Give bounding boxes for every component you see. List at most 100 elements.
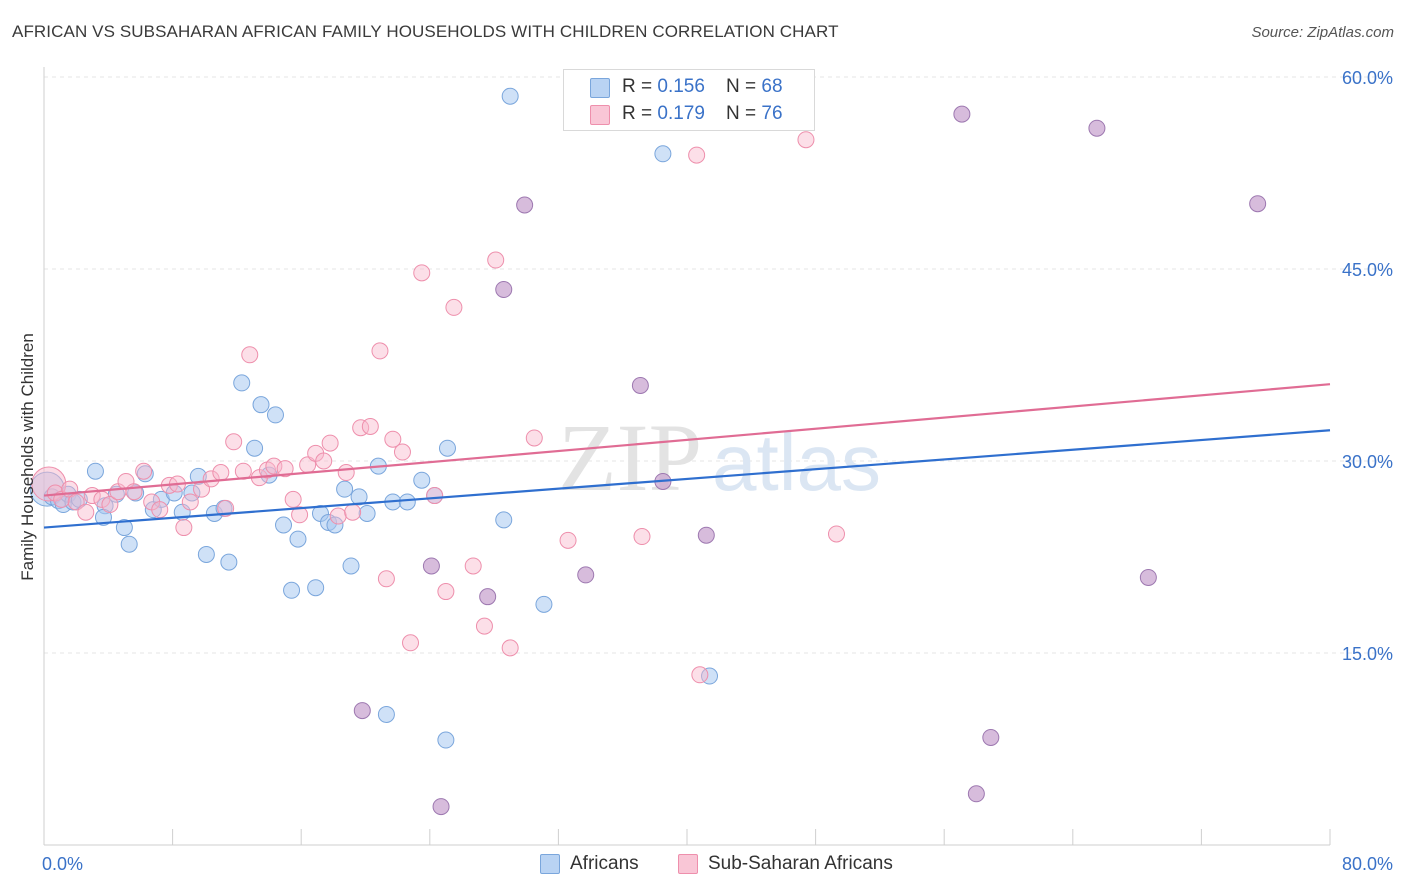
point-subsaharan: [413, 264, 431, 282]
subsaharan-swatch-icon: [590, 105, 610, 125]
series-legend: Africans Sub-Saharan Africans: [0, 851, 1406, 879]
point-africans: [358, 504, 376, 522]
stats-legend: R = 0.156 N = 68 R = 0.179 N = 76: [563, 69, 815, 131]
x-tick-label-min: 0.0%: [42, 854, 83, 874]
point-africans: [120, 535, 138, 553]
point-subsaharan: [315, 452, 333, 470]
trend-line-subsaharan: [43, 383, 1331, 497]
trend-line-africans: [43, 429, 1331, 529]
data-points: [29, 87, 1267, 816]
point-africans: [246, 439, 264, 457]
point-subsaharan: [426, 487, 444, 505]
y-axis-label: Family Households with Children: [18, 333, 37, 581]
point-africans: [437, 731, 455, 749]
point-subsaharan: [291, 506, 309, 524]
n-label: N =: [726, 76, 762, 97]
tick-labels: 15.0% 30.0% 45.0% 60.0% 0.0% 80.0%: [42, 68, 1393, 874]
point-subsaharan: [559, 531, 577, 549]
point-overlap: [697, 526, 715, 544]
point-africans: [350, 488, 368, 506]
point-subsaharan: [241, 346, 259, 364]
point-subsaharan: [217, 499, 235, 517]
point-africans: [136, 465, 154, 483]
point-africans: [289, 530, 307, 548]
r-label: R =: [622, 103, 658, 124]
y-tick-label: 60.0%: [1342, 68, 1393, 88]
point-overlap: [982, 728, 1000, 746]
n-value-africans: 68: [761, 76, 783, 97]
point-subsaharan: [445, 298, 463, 316]
grid-lines: [44, 76, 1395, 654]
point-africans: [275, 516, 293, 534]
point-africans: [307, 579, 325, 597]
point-subsaharan: [265, 457, 283, 475]
point-subsaharan: [101, 496, 119, 514]
point-africans: [438, 439, 456, 457]
point-subsaharan: [487, 251, 505, 269]
r-label: R =: [622, 76, 658, 97]
point-africans: [266, 406, 284, 424]
point-subsaharan: [212, 464, 230, 482]
point-africans: [283, 581, 301, 599]
point-subsaharan: [475, 617, 493, 635]
point-subsaharan: [181, 493, 199, 511]
point-subsaharan: [225, 433, 243, 451]
point-subsaharan: [151, 501, 169, 519]
point-africans: [495, 511, 513, 529]
point-africans: [252, 396, 270, 414]
point-africans: [197, 545, 215, 563]
r-value-subsaharan: 0.179: [657, 103, 705, 124]
point-subsaharan: [337, 464, 355, 482]
point-subsaharan: [384, 430, 402, 448]
point-africans: [336, 480, 354, 498]
point-africans: [377, 705, 395, 723]
stats-row-subsaharan: R = 0.179 N = 76: [564, 101, 812, 127]
watermark-zip: ZIP: [558, 404, 702, 511]
point-subsaharan: [393, 443, 411, 461]
point-overlap: [631, 376, 649, 394]
y-tick-label: 30.0%: [1342, 452, 1393, 472]
point-africans: [220, 553, 238, 571]
point-africans: [398, 493, 416, 511]
axes: [43, 67, 1331, 846]
point-subsaharan: [329, 507, 347, 525]
point-subsaharan: [688, 146, 706, 164]
point-subsaharan: [691, 666, 709, 684]
point-africans: [326, 516, 344, 534]
point-overlap: [353, 702, 371, 720]
africans-legend-icon: [540, 854, 560, 874]
point-africans: [342, 557, 360, 575]
point-africans: [654, 145, 672, 163]
point-overlap: [577, 566, 595, 584]
legend-label-africans: Africans: [570, 853, 639, 874]
point-overlap: [495, 280, 513, 298]
point-subsaharan: [135, 462, 153, 480]
n-value-subsaharan: 76: [761, 103, 783, 124]
point-subsaharan: [125, 483, 143, 501]
source-label: Source: ZipAtlas.com: [1251, 24, 1394, 41]
point-subsaharan: [175, 519, 193, 537]
point-overlap: [1088, 119, 1106, 137]
x-tick-label-max: 80.0%: [1342, 854, 1393, 874]
point-africans: [233, 374, 251, 392]
point-overlap: [479, 588, 497, 606]
trend-lines: [43, 383, 1331, 529]
n-label: N =: [726, 103, 762, 124]
r-value-africans: 0.156: [657, 76, 705, 97]
watermark-atlas: atlas: [712, 418, 881, 507]
point-subsaharan: [402, 634, 420, 652]
y-tick-label: 45.0%: [1342, 260, 1393, 280]
point-subsaharan: [437, 583, 455, 601]
africans-swatch-icon: [590, 78, 610, 98]
point-overlap: [967, 785, 985, 803]
point-subsaharan: [321, 434, 339, 452]
point-subsaharan: [525, 429, 543, 447]
legend-label-subsaharan: Sub-Saharan Africans: [708, 853, 893, 874]
point-overlap: [953, 105, 971, 123]
point-subsaharan: [377, 570, 395, 588]
point-subsaharan: [202, 470, 220, 488]
point-subsaharan: [361, 417, 379, 435]
point-subsaharan: [633, 528, 651, 546]
y-tick-label: 15.0%: [1342, 644, 1393, 664]
